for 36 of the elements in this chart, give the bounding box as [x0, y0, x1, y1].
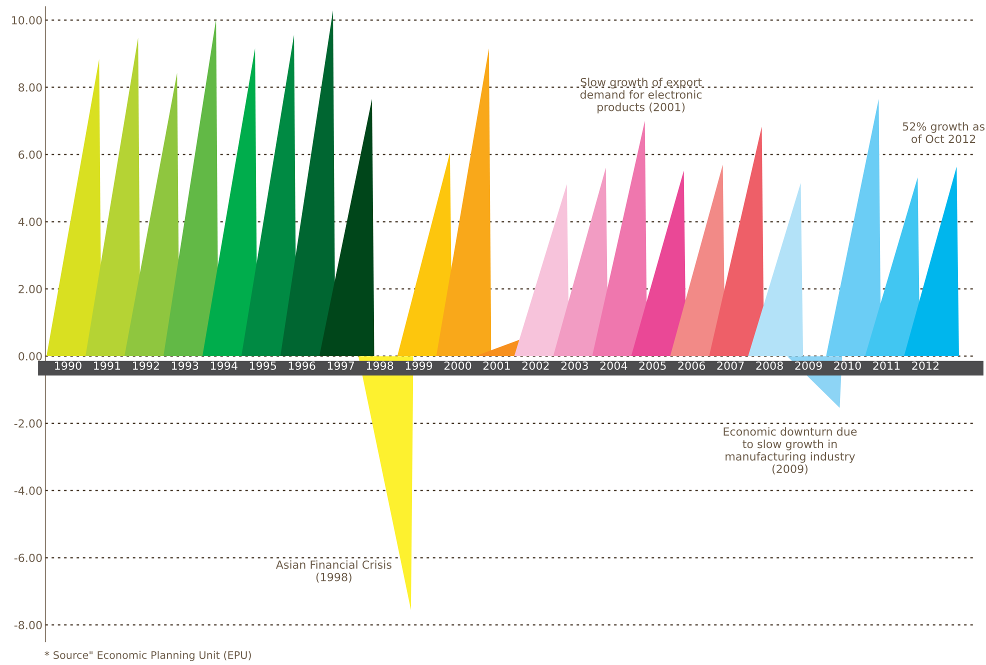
x-tick-label: 1992	[133, 361, 159, 370]
x-tick-label: 2000	[444, 361, 472, 370]
x-tick-label: 2012	[912, 361, 938, 370]
x-tick-label: 2002	[522, 361, 549, 370]
x-tick-label: 2004	[600, 361, 628, 370]
x-tick-label: 1993	[172, 361, 198, 370]
x-tick-label: 1991	[94, 361, 120, 370]
x-tick-label: 1994	[210, 361, 238, 370]
annotation: Economic downturn due to slow growth in manufacturing industry (2009)	[724, 427, 857, 474]
y-tick-label: 10.00	[12, 16, 42, 24]
x-tick-label: 1990	[55, 361, 82, 370]
y-tick-label: -2.00	[14, 419, 42, 428]
x-tick-label: 1999	[406, 361, 432, 370]
annotation: Slow growth of export demand for electronic products (2001)	[580, 78, 702, 114]
annotation: 52% growth as of Oct 2012	[902, 122, 985, 144]
y-tick-label: 4.00	[18, 218, 42, 226]
annotation: Asian Financial Crisis (1998)	[276, 560, 392, 583]
y-tick-label: 8.00	[18, 83, 42, 92]
text: * Source" Economic Planning Unit (EPU)	[44, 650, 251, 662]
x-tick-label: 2011	[873, 361, 900, 370]
x-tick-label: 1998	[366, 361, 394, 370]
y-tick-label: 6.00	[18, 150, 42, 159]
y-tick-label: 2.00	[18, 284, 42, 294]
x-tick-label: 1997	[328, 361, 354, 370]
x-tick-label: 2005	[639, 361, 666, 370]
y-tick-label: 0.00	[18, 352, 42, 360]
y-tick-label: -4.00	[14, 486, 42, 495]
x-tick-label: 2008	[756, 361, 783, 370]
x-tick-label: 2003	[561, 361, 588, 370]
x-tick-label: 2001	[483, 361, 510, 370]
x-tick-label: 1995	[250, 361, 276, 370]
y-tick-label: -6.00	[14, 554, 42, 562]
x-tick-label: 1996	[288, 361, 316, 370]
x-tick-label: 2007	[717, 361, 744, 370]
y-tick-label: -8.00	[14, 620, 42, 630]
x-tick-label: 2006	[678, 361, 706, 370]
